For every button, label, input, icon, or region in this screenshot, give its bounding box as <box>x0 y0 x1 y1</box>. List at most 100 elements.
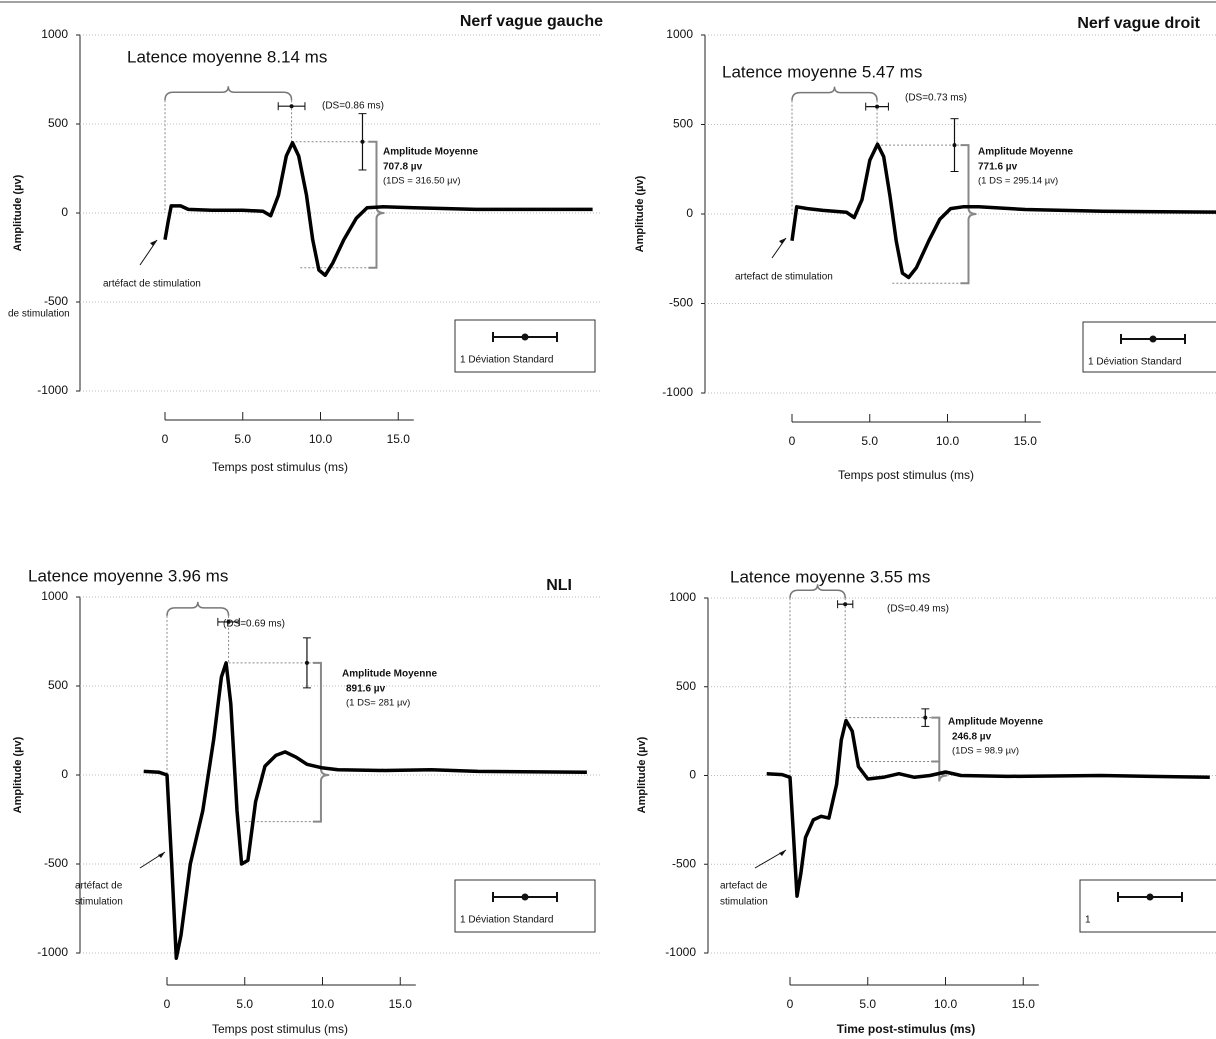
amplitude-value: 891.6 µv <box>346 684 386 695</box>
artifact-label: stimulation <box>720 897 768 908</box>
latency-mean-dot <box>843 602 848 607</box>
latency-brace <box>789 584 846 599</box>
amplitude-value: 707.8 µv <box>383 162 423 173</box>
legend-box <box>1082 321 1216 373</box>
latency-label: Latence moyenne 3.55 ms <box>730 567 930 586</box>
y-tick-label: 1000 <box>669 590 696 604</box>
x-axis-label: Temps post stimulus (ms) <box>838 468 974 482</box>
y-axis-label: Amplitude (µv) <box>12 736 24 813</box>
latency-sd-label: (DS=0.49 ms) <box>887 604 949 615</box>
y-axis-label: Amplitude (µv) <box>12 174 24 251</box>
y-tick-label: -1000 <box>665 945 696 959</box>
x-tick-label: 0 <box>787 997 794 1011</box>
y-tick-label: -1000 <box>37 383 68 397</box>
latency-sd-label: (DS=0.73 ms) <box>905 93 967 104</box>
legend-label: 1 Déviation Standard <box>1088 357 1181 368</box>
x-tick-label: 10.0 <box>934 997 958 1011</box>
legend-icon-dot <box>1149 335 1157 343</box>
amplitude-mean-dot <box>360 139 365 144</box>
artifact-label: artéfact de <box>75 881 123 892</box>
y-tick-label: 0 <box>61 205 68 219</box>
x-tick-label: 10.0 <box>936 434 960 448</box>
artifact-label: artefact de stimulation <box>735 272 833 283</box>
legend-box <box>1079 879 1216 933</box>
y-tick-label: -1000 <box>662 385 693 399</box>
y-tick-label: -500 <box>669 296 693 310</box>
arrow-head <box>779 238 786 244</box>
x-tick-label: 15.0 <box>1014 434 1038 448</box>
x-tick-label: 5.0 <box>234 432 251 446</box>
x-tick-label: 15.0 <box>389 997 413 1011</box>
x-tick-label: 0 <box>162 432 169 446</box>
arrow-head <box>779 850 786 856</box>
amplitude-sd: (1DS = 316.50 µv) <box>383 176 461 187</box>
legend-icon-dot <box>521 893 529 901</box>
legend-icon-dot <box>1146 893 1154 901</box>
latency-label: Latence moyenne 8.14 ms <box>127 47 327 66</box>
amplitude-bracket <box>312 661 329 823</box>
legend-label: 1 Déviation Standard <box>460 915 553 926</box>
amplitude-sd: (1 DS= 281 µv) <box>346 698 410 709</box>
amplitude-mean-dot <box>952 143 957 148</box>
y-tick-label: 500 <box>673 117 693 131</box>
y-tick-label: 500 <box>676 679 696 693</box>
x-tick-label: 0 <box>789 434 796 448</box>
y-axis-label: Amplitude (µv) <box>636 736 648 813</box>
amplitude-title: Amplitude Moyenne <box>383 147 478 158</box>
amplitude-mean-dot <box>304 660 309 665</box>
arrow-head <box>150 240 157 246</box>
legend-label: 1 <box>1085 915 1091 926</box>
y-tick-label: -500 <box>44 856 68 870</box>
y-tick-label: 1000 <box>666 27 693 41</box>
x-tick-label: 5.0 <box>861 434 878 448</box>
y-tick-label: -1000 <box>37 945 68 959</box>
latency-mean-dot <box>875 104 880 109</box>
latency-brace <box>166 601 230 616</box>
latency-mean-dot <box>226 619 231 624</box>
legend-label: 1 Déviation Standard <box>460 355 553 366</box>
latency-label: Latence moyenne 5.47 ms <box>722 62 922 81</box>
artifact-label: stimulation <box>75 897 123 908</box>
amplitude-bracket <box>931 716 948 782</box>
latency-brace <box>791 86 878 101</box>
x-tick-label: 0 <box>164 997 171 1011</box>
amplitude-mean-dot <box>923 715 928 720</box>
amplitude-title: Amplitude Moyenne <box>978 147 1073 158</box>
legend-icon-dot <box>521 333 529 341</box>
panel-title: Nerf vague gauche <box>460 13 603 30</box>
amplitude-title: Amplitude Moyenne <box>342 669 437 680</box>
amplitude-sd: (1 DS = 295.14 µv) <box>978 176 1058 187</box>
x-axis-label: Time post-stimulus (ms) <box>837 1022 975 1036</box>
x-tick-label: 15.0 <box>1012 997 1036 1011</box>
x-tick-label: 5.0 <box>236 997 253 1011</box>
x-tick-label: 15.0 <box>387 432 411 446</box>
legend-box <box>454 879 596 933</box>
x-tick-label: 10.0 <box>311 997 335 1011</box>
y-axis-label: Amplitude (µv) <box>634 175 646 252</box>
trace <box>163 140 593 278</box>
trace <box>143 661 587 961</box>
amplitude-value: 771.6 µv <box>978 162 1018 173</box>
latency-sd-label: (DS=0.69 ms) <box>223 619 285 630</box>
trace <box>790 142 1216 280</box>
y-tick-label: 500 <box>48 678 68 692</box>
x-axis-label: Temps post stimulus (ms) <box>212 1022 348 1036</box>
y-tick-label: 0 <box>686 206 693 220</box>
y-tick-label: 1000 <box>41 27 68 41</box>
stray-label: de stimulation <box>8 309 70 320</box>
y-tick-label: -500 <box>44 294 68 308</box>
amplitude-value: 246.8 µv <box>952 732 992 743</box>
latency-mean-dot <box>289 104 294 109</box>
y-tick-label: 0 <box>61 767 68 781</box>
panel-title: NLI <box>546 577 572 594</box>
trace <box>766 718 1210 898</box>
y-tick-label: -500 <box>672 856 696 870</box>
latency-label: Latence moyenne 3.96 ms <box>28 566 228 585</box>
x-tick-label: 10.0 <box>309 432 333 446</box>
y-tick-label: 500 <box>48 116 68 130</box>
latency-brace <box>164 86 293 101</box>
y-tick-label: 0 <box>689 768 696 782</box>
panel-title: Nerf vague droit <box>1077 15 1200 32</box>
arrow-head <box>158 852 165 858</box>
